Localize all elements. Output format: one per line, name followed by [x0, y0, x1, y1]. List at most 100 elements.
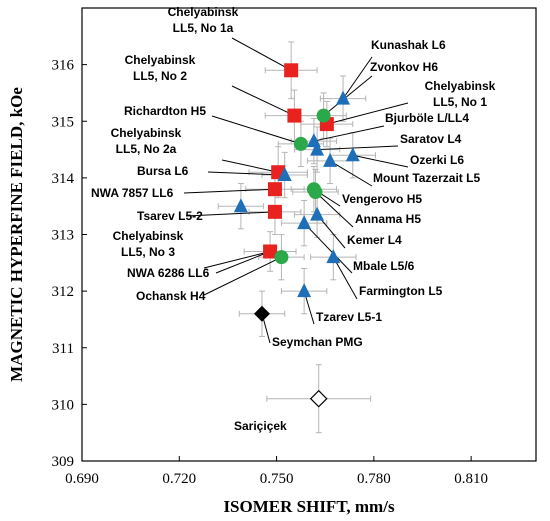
square-marker: [263, 244, 278, 259]
annotation-line: Saratov L4: [400, 132, 462, 146]
leader-line: [323, 75, 373, 116]
annotation-label: Vengerovo H5: [342, 192, 422, 206]
annotation-line: Ochansk H4: [136, 289, 206, 303]
annotation-label: Saratov L4: [400, 132, 462, 146]
axes: 0.690 0.720 0.750 0.780 0.810 309 310 311 312 313…: [52, 7, 537, 487]
triangle-marker: [345, 147, 360, 162]
annotation-label: NWA 6286 LL6: [127, 266, 210, 280]
annotation-label: Kunashak L6: [371, 38, 446, 52]
leader-line: [352, 154, 409, 168]
leader-lines: [183, 37, 409, 344]
x-tick-label: 0.810: [454, 471, 488, 487]
y-tick-label: 314: [52, 171, 75, 187]
y-axis-title: MAGNETIC HYPERFINE FIELD, kOe: [7, 87, 26, 382]
triangle-marker: [336, 90, 351, 105]
annotation-label: Annama H5: [355, 212, 421, 226]
annotation-label: Kemer L4: [347, 233, 402, 247]
leader-line: [315, 191, 354, 228]
annotation-line: Chelyabinsk: [113, 229, 184, 243]
annotation-line: Mount Tazerzait L5: [373, 171, 480, 185]
annotation-label: Chelyabinsk LL5, No 2a: [111, 126, 182, 156]
annotation-label: Chelyabinsk LL5, No 1a: [168, 5, 239, 35]
annotation-label: Mbale L5/6: [353, 259, 415, 273]
annotation-line: Farmington L5: [359, 284, 443, 298]
data-markers: [233, 63, 360, 408]
annotation-label: Mount Tazerzait L5: [373, 171, 480, 185]
annotation-label: Seymchan PMG: [272, 335, 363, 349]
annotation-line: Zvonkov H6: [370, 60, 438, 74]
annotation-line: Kunashak L6: [371, 38, 446, 52]
annotation-label: Zvonkov H6: [370, 60, 438, 74]
x-tick-label: 0.720: [162, 471, 196, 487]
annotation-label: Chelyabinsk LL5, No 3: [113, 229, 184, 259]
x-tick-label: 0.780: [357, 471, 391, 487]
annotation-line: NWA 7857 LL6: [91, 186, 174, 200]
annotation-line: Tsarev L5-2: [137, 209, 203, 223]
leader-line: [215, 251, 271, 274]
annotation-label: Farmington L5: [359, 284, 443, 298]
annotation-line: Mbale L5/6: [353, 259, 415, 273]
y-tick-label: 309: [52, 454, 75, 470]
triangle-marker: [233, 198, 248, 213]
leader-line: [329, 160, 373, 187]
y-tick-label: 313: [52, 228, 75, 244]
triangle-marker: [326, 249, 341, 264]
open-diamond-marker: [309, 389, 328, 408]
x-tick-label: 0.750: [260, 471, 294, 487]
annotation-line: LL5, No 2a: [116, 142, 177, 156]
annotation-line: Sariçiçek: [234, 419, 287, 433]
annotation-label: NWA 7857 LL6: [91, 186, 174, 200]
annotation-line: LL5, No 2: [133, 69, 187, 83]
annotation-label: Bjurböle L/LL4: [385, 111, 469, 125]
leader-line: [183, 188, 275, 194]
leader-line: [326, 102, 409, 125]
annotation-line: Chelyabinsk: [111, 126, 182, 140]
triangle-marker: [297, 283, 312, 298]
y-tick-label: 316: [52, 58, 75, 74]
circle-marker: [308, 185, 323, 200]
leader-line: [342, 56, 373, 99]
triangle-marker: [310, 206, 325, 221]
annotation-line: LL5, No 1: [433, 95, 487, 109]
y-tick-label: 310: [52, 397, 75, 413]
annotation-line: Tzarev L5-1: [316, 310, 382, 324]
annotation-label: Tzarev L5-1: [316, 310, 382, 324]
y-tick-label: 315: [52, 114, 75, 130]
circle-marker: [316, 108, 331, 123]
square-marker: [287, 108, 302, 123]
x-tick-label: 0.690: [65, 471, 99, 487]
annotation-label: Chelyabinsk LL5, No 1: [425, 79, 496, 109]
annotation-line: Kemer L4: [347, 233, 402, 247]
leader-line: [317, 145, 399, 151]
triangle-marker: [297, 215, 312, 230]
annotation-line: Chelyabinsk: [168, 5, 239, 19]
annotation-line: Bjurböle L/LL4: [385, 111, 469, 125]
y-tick-label: 311: [52, 341, 74, 357]
leader-line: [303, 222, 353, 274]
annotation-line: Seymchan PMG: [272, 335, 363, 349]
leader-line: [221, 159, 279, 173]
annotation-line: Annama H5: [355, 212, 421, 226]
square-marker: [284, 63, 299, 78]
annotation-line: LL5, No 3: [121, 245, 175, 259]
annotation-line: NWA 6286 LL6: [127, 266, 210, 280]
annotation-line: Chelyabinsk: [425, 79, 496, 93]
annotation-line: Ozerki L6: [410, 153, 464, 167]
annotation-label: Richardton H5: [124, 104, 206, 118]
annotation-label: Tsarev L5-2: [137, 209, 203, 223]
leader-line: [231, 37, 292, 71]
leader-line: [313, 125, 385, 142]
x-axis-title: ISOMER SHIFT, mm/s: [223, 497, 395, 516]
annotation-line: Vengerovo H5: [342, 192, 422, 206]
diamond-marker: [253, 305, 270, 322]
square-marker: [267, 204, 282, 219]
leader-line: [203, 256, 282, 296]
leader-line: [332, 256, 358, 300]
leader-line: [231, 85, 295, 117]
annotation-label: Sariçiçek: [234, 419, 287, 433]
circle-marker: [293, 136, 308, 151]
annotation-label: Bursa L6: [137, 164, 189, 178]
annotation-label: Ochansk H4: [136, 289, 206, 303]
annotation-label: Chelyabinsk LL5, No 2: [125, 53, 196, 83]
